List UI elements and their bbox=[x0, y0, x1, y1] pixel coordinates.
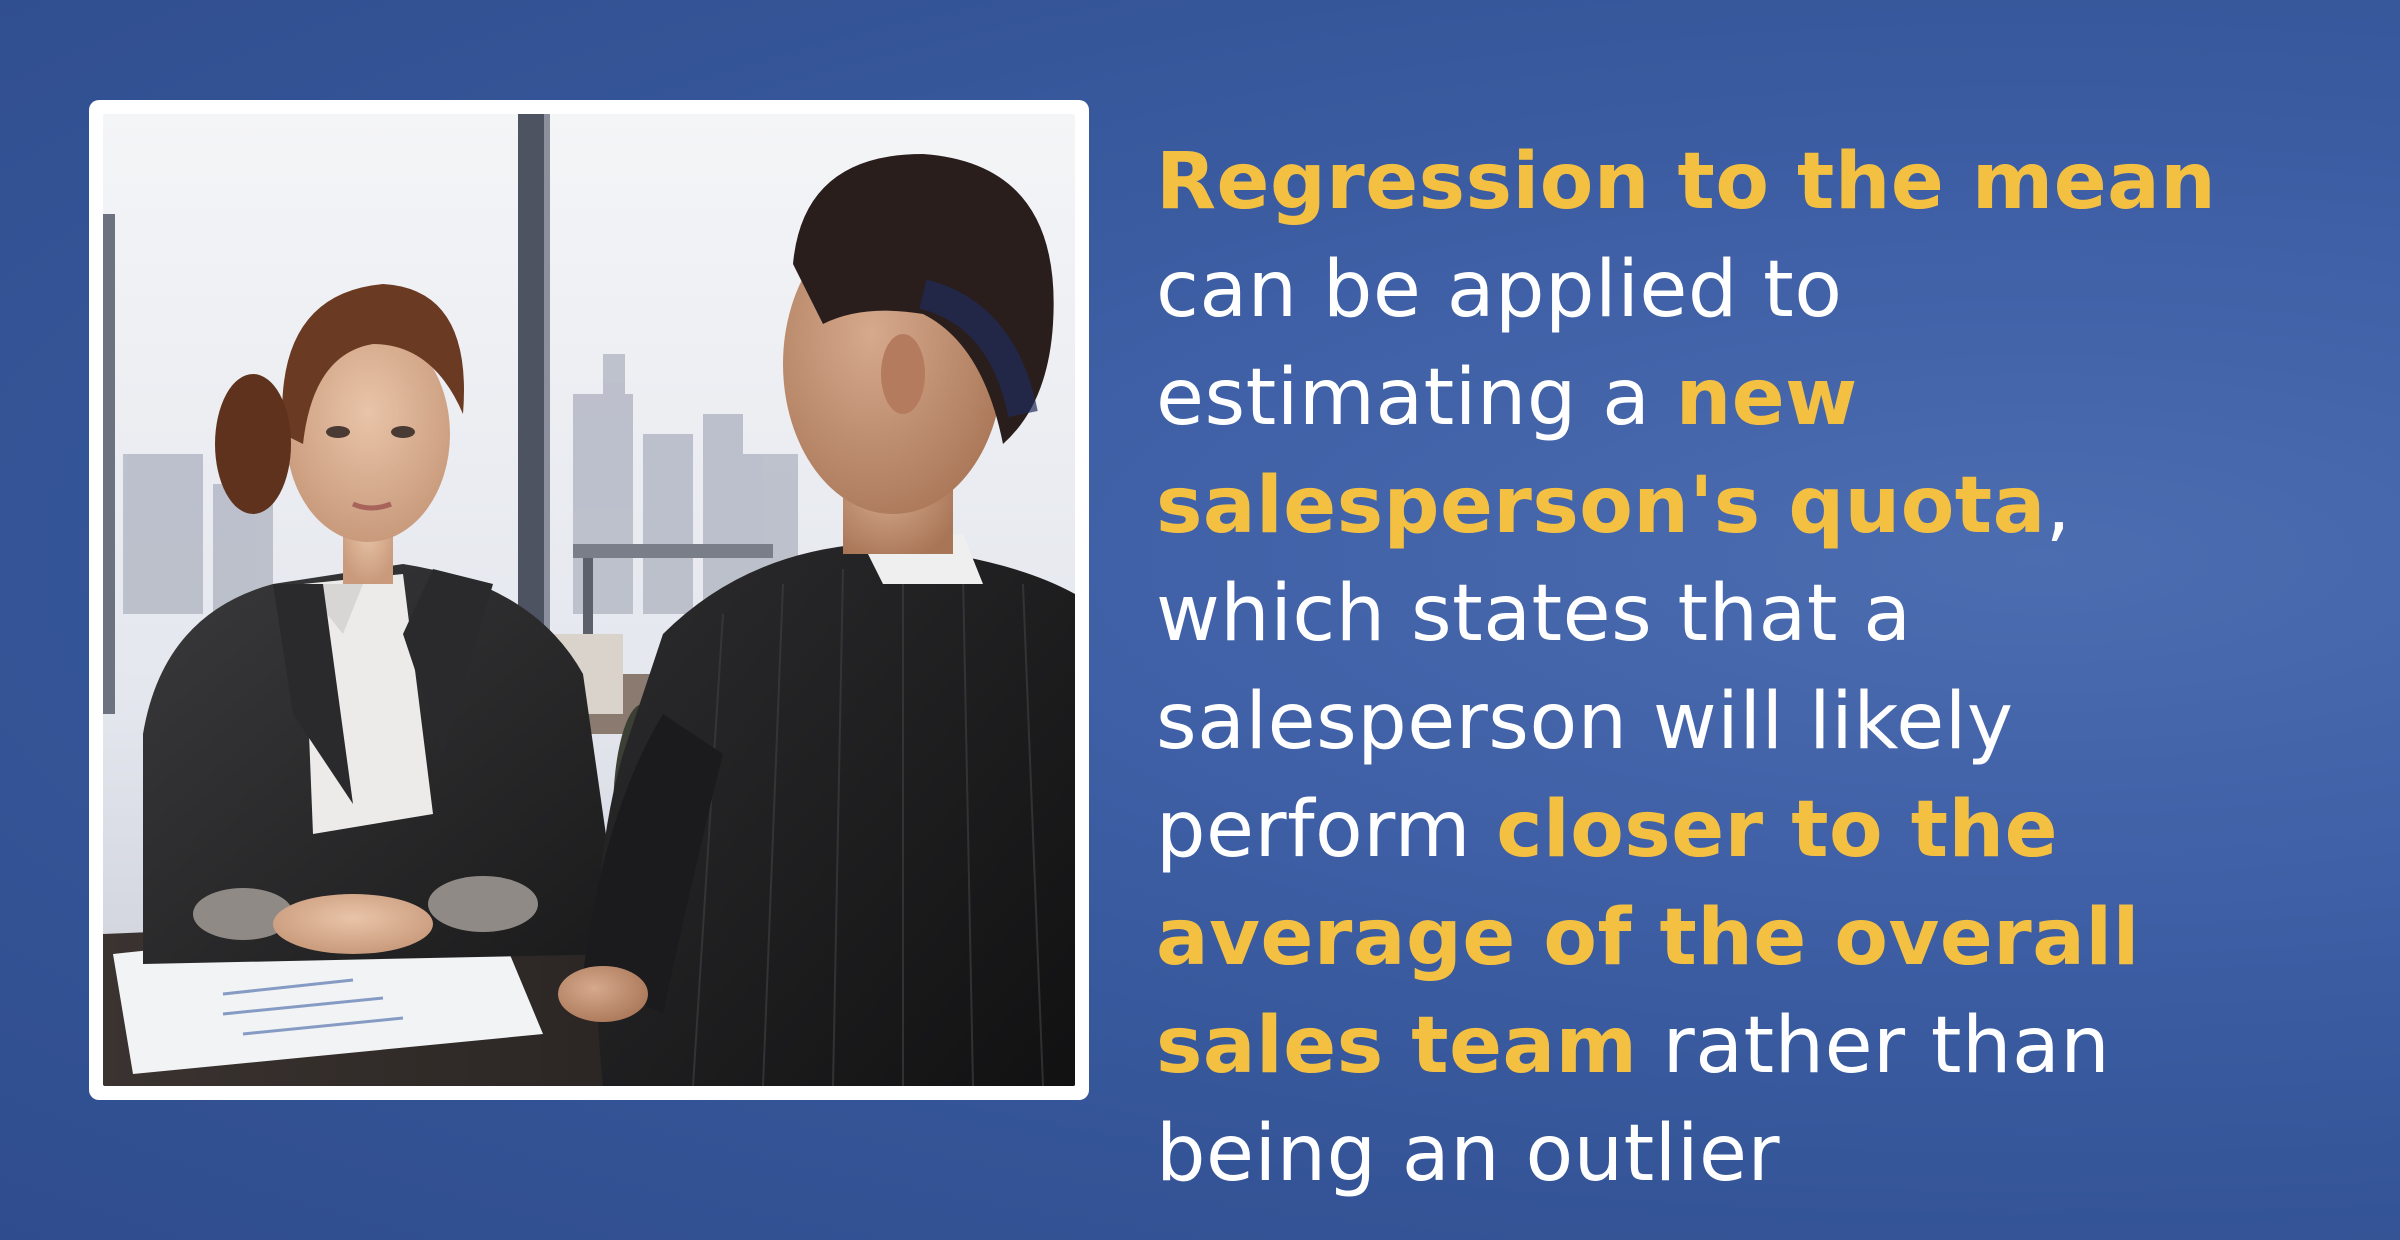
highlight-sales-team: sales team bbox=[1156, 1001, 1638, 1091]
caption-line-5: which states that a bbox=[1156, 569, 1912, 659]
caption-line-4: salesperson's quota, bbox=[1156, 452, 2376, 560]
caption-line-8: average of the overall bbox=[1156, 884, 2376, 992]
caption-line-9-tail: rather than bbox=[1637, 1001, 2111, 1091]
caption-line-1: Regression to the mean bbox=[1156, 128, 2376, 236]
caption-line-3-text: estimating a bbox=[1156, 353, 1676, 443]
highlight-salespersons-quota: salesperson's quota bbox=[1156, 461, 2046, 551]
highlight-regression-to-the-mean: Regression to the mean bbox=[1156, 137, 2217, 227]
caption-line-2: can be applied to bbox=[1156, 245, 1843, 335]
caption-line-10: being an outlier bbox=[1156, 1109, 1781, 1199]
illustration-frame bbox=[89, 100, 1089, 1100]
highlight-new: new bbox=[1675, 353, 1858, 443]
caption-line-9: sales team rather than bbox=[1156, 992, 2376, 1100]
business-meeting-illustration bbox=[103, 114, 1075, 1086]
caption-line-7-text: perform bbox=[1156, 785, 1497, 875]
caption-line-3: estimating a new bbox=[1156, 344, 2376, 452]
caption-line-6: salesperson will likely bbox=[1156, 677, 2014, 767]
caption-line-7: perform closer to the bbox=[1156, 776, 2376, 884]
caption-text: Regression to the mean can be applied to… bbox=[1156, 128, 2376, 1208]
highlight-closer-to-the: closer to the bbox=[1496, 785, 2058, 875]
caption-line-4-tail: , bbox=[2045, 461, 2072, 551]
highlight-average-of-the-overall: average of the overall bbox=[1156, 893, 2140, 983]
